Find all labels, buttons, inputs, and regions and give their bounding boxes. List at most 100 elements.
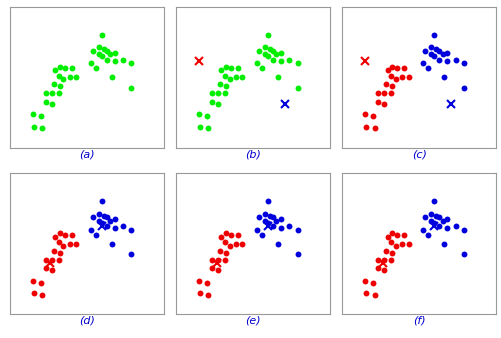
- Point: [398, 241, 406, 246]
- Point: [432, 213, 440, 218]
- Point: [419, 61, 427, 66]
- Point: [66, 75, 74, 80]
- Point: [269, 57, 277, 63]
- Point: [392, 243, 400, 248]
- Point: [421, 215, 429, 220]
- Point: [258, 66, 266, 71]
- Point: [232, 241, 240, 246]
- Point: [55, 239, 63, 245]
- Point: [430, 199, 438, 204]
- Point: [232, 75, 240, 80]
- Point: [387, 239, 395, 245]
- Point: [438, 218, 446, 223]
- Point: [98, 53, 106, 59]
- Point: [255, 48, 263, 53]
- Point: [196, 290, 204, 296]
- Point: [92, 232, 100, 238]
- Point: [68, 232, 76, 238]
- Point: [380, 257, 388, 262]
- Point: [393, 66, 401, 71]
- Point: [374, 91, 382, 96]
- Point: [225, 243, 233, 248]
- Point: [238, 75, 246, 80]
- Point: [255, 215, 263, 220]
- Point: [388, 231, 396, 236]
- Point: [48, 257, 56, 262]
- Point: [369, 114, 377, 119]
- Point: [392, 76, 400, 82]
- Point: [363, 124, 371, 129]
- Point: [266, 213, 274, 218]
- Point: [261, 218, 269, 223]
- Point: [37, 280, 45, 285]
- Point: [208, 99, 216, 105]
- Point: [388, 250, 396, 255]
- Point: [98, 199, 106, 204]
- Point: [127, 227, 135, 233]
- Point: [294, 252, 302, 257]
- Point: [459, 85, 467, 91]
- Point: [382, 82, 390, 87]
- Point: [294, 227, 302, 233]
- Point: [427, 218, 435, 223]
- X-axis label: (b): (b): [245, 149, 261, 159]
- Point: [111, 50, 119, 55]
- Point: [427, 211, 435, 217]
- Point: [204, 292, 212, 298]
- Point: [430, 53, 438, 59]
- Point: [56, 250, 64, 255]
- Point: [51, 234, 59, 239]
- Point: [225, 76, 233, 82]
- Point: [374, 266, 382, 271]
- Point: [261, 52, 269, 57]
- Point: [87, 227, 95, 233]
- Point: [363, 290, 371, 296]
- Point: [50, 82, 58, 87]
- Point: [60, 76, 68, 82]
- Point: [95, 211, 103, 217]
- Point: [265, 199, 273, 204]
- Point: [382, 248, 390, 254]
- Point: [371, 126, 379, 131]
- Point: [100, 213, 108, 218]
- Point: [374, 257, 382, 262]
- Point: [29, 112, 37, 117]
- Point: [108, 241, 116, 246]
- Point: [100, 46, 108, 52]
- Point: [388, 64, 396, 69]
- Point: [435, 57, 443, 63]
- Point: [384, 234, 392, 239]
- Point: [204, 126, 212, 131]
- Point: [111, 225, 119, 231]
- Point: [55, 73, 63, 78]
- Point: [108, 75, 116, 80]
- Point: [217, 234, 225, 239]
- Point: [421, 48, 429, 53]
- Point: [61, 66, 69, 71]
- Point: [265, 32, 273, 38]
- Point: [119, 57, 127, 63]
- Point: [427, 52, 435, 57]
- Point: [103, 57, 111, 63]
- Point: [56, 83, 64, 89]
- Point: [127, 252, 135, 257]
- Point: [286, 57, 294, 63]
- Point: [50, 248, 58, 254]
- Point: [95, 218, 103, 223]
- Point: [195, 278, 203, 284]
- Point: [361, 278, 369, 284]
- Point: [220, 73, 228, 78]
- Point: [427, 45, 435, 50]
- Point: [371, 292, 379, 298]
- Point: [369, 280, 377, 285]
- Point: [459, 227, 467, 233]
- Point: [269, 215, 277, 220]
- Point: [95, 45, 103, 50]
- Point: [384, 68, 392, 73]
- Point: [39, 292, 47, 298]
- Point: [39, 126, 47, 131]
- Point: [387, 91, 395, 96]
- Point: [37, 114, 45, 119]
- Point: [103, 215, 111, 220]
- Point: [443, 216, 451, 222]
